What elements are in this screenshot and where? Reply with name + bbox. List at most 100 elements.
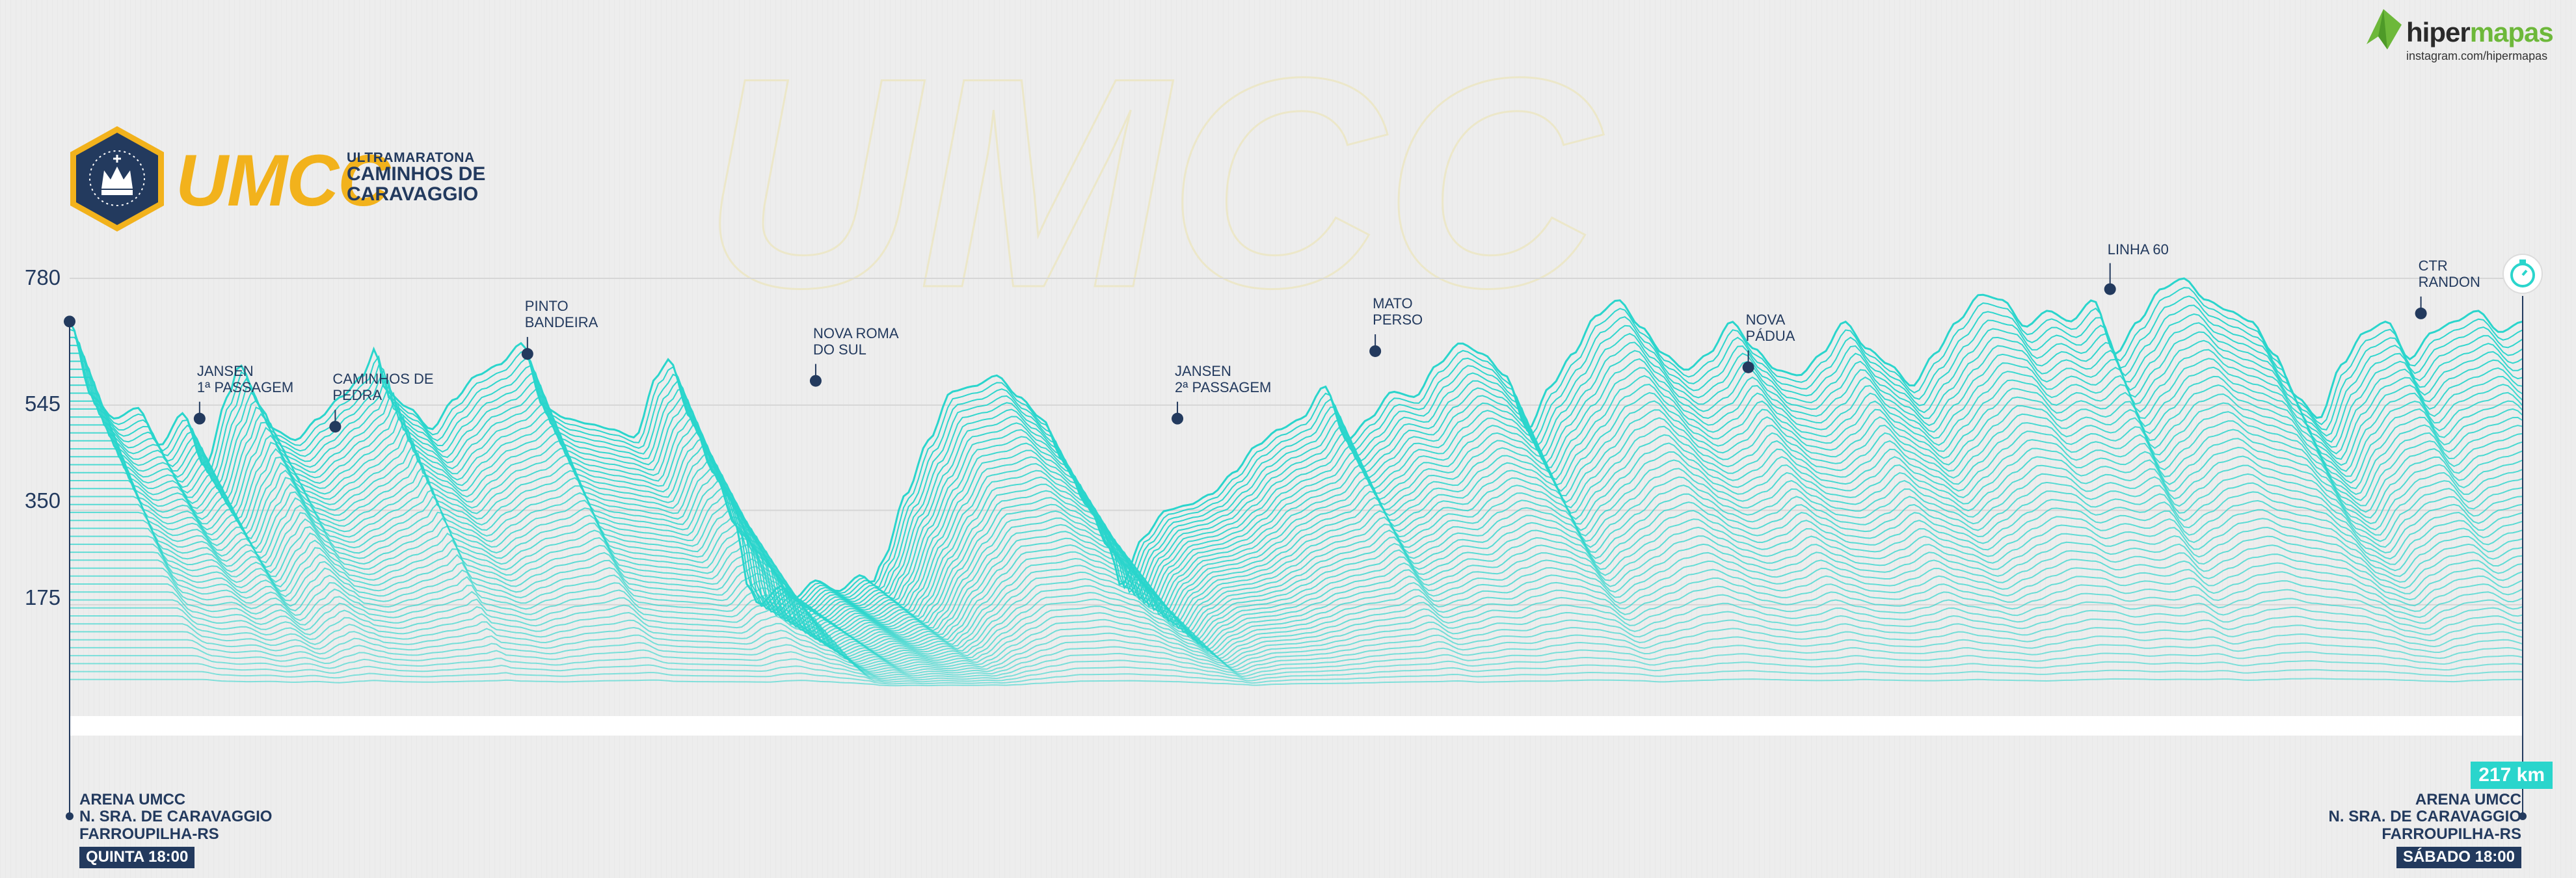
start-dot — [66, 812, 74, 820]
crown-hexagon-icon — [70, 126, 164, 232]
finish-line-2: N. SRA. DE CARAVAGGIO — [2328, 808, 2521, 826]
finish-line-3: FARROUPILHA-RS — [2381, 825, 2521, 843]
ridge-line — [70, 455, 2523, 641]
ridge-line — [70, 509, 2523, 652]
endpoint-markers — [64, 296, 2527, 820]
logo-subtitle: ULTRAMARATONA CAMINHOS DE CARAVAGGIO — [347, 151, 485, 205]
waypoint-marker[interactable] — [1172, 412, 1184, 425]
start-marker[interactable] — [64, 315, 75, 328]
hipermapas-word-b: mapas — [2469, 17, 2554, 47]
grid-lines — [70, 278, 2523, 605]
logo-line-1: ULTRAMARATONA — [347, 150, 475, 165]
y-tick-label: 780 — [25, 265, 61, 289]
ridge-line — [70, 642, 2523, 680]
baseline-bar — [70, 716, 2523, 736]
ridge-line — [70, 580, 2523, 667]
ridge-line — [70, 393, 2523, 628]
ridge-line — [70, 544, 2523, 659]
distance-badge: 217 km — [2471, 762, 2553, 789]
start-line-2: N. SRA. DE CARAVAGGIO — [79, 808, 273, 826]
waypoint-label-line: JANSEN — [1175, 362, 1231, 379]
y-tick-label: 175 — [25, 585, 61, 609]
waypoint-marker[interactable] — [329, 421, 342, 433]
waypoint-label-line: 2ª PASSAGEM — [1175, 379, 1272, 395]
elevation-profile-line — [68, 277, 2523, 605]
logo-line-3: CARAVAGGIO — [347, 183, 479, 205]
waypoint-label: MATO PERSO — [1373, 295, 1423, 328]
start-location: ARENA UMCC N. SRA. DE CARAVAGGIO FARROUP… — [79, 791, 273, 868]
ridge-line — [70, 571, 2523, 665]
waypoint-marker[interactable] — [2415, 307, 2427, 319]
ridge-line — [70, 482, 2523, 646]
waypoint-label-line: PÁDUA — [1745, 328, 1795, 345]
ridge-line — [70, 384, 2523, 628]
ridge-line — [70, 553, 2523, 661]
waypoint-label: LINHA 60 — [2108, 241, 2169, 258]
waypoint-marker[interactable] — [193, 412, 206, 425]
ridge-lines — [68, 277, 2523, 687]
waypoint-label-line: NOVA ROMA — [812, 325, 899, 341]
waypoint-marker[interactable] — [521, 348, 533, 360]
ridge-line — [70, 598, 2523, 671]
ridge-line — [70, 633, 2523, 678]
waypoint-marker[interactable] — [809, 375, 822, 387]
waypoint-label-line: PEDRA — [332, 387, 382, 404]
finish-location: ARENA UMCC N. SRA. DE CARAVAGGIO FARROUP… — [2328, 791, 2521, 868]
hipermapas-wordmark: hipermapas — [2406, 17, 2554, 48]
hipermapas-word-a: hiper — [2406, 17, 2471, 47]
ridge-line — [70, 615, 2523, 674]
ridge-line — [70, 473, 2523, 645]
ridge-line — [70, 331, 2523, 617]
ridge-line — [70, 402, 2523, 631]
waypoint-label: NOVA PÁDUA — [1746, 312, 1795, 345]
waypoint-label-line: MATO — [1373, 295, 1413, 312]
ridge-line — [70, 526, 2523, 656]
ridge-line — [70, 499, 2523, 650]
waypoint-label: JANSEN 1ª PASSAGEM — [197, 363, 293, 396]
start-line-1: ARENA UMCC — [79, 791, 186, 808]
ridge-line — [70, 589, 2523, 669]
ridge-line — [70, 606, 2523, 672]
ridge-line — [70, 358, 2523, 622]
ridge-line — [70, 349, 2523, 619]
map-pin-icon — [2367, 9, 2402, 49]
waypoint-label-line: NOVA — [1745, 311, 1786, 328]
waypoint-label: CAMINHOS DE PEDRA — [332, 371, 433, 404]
ridge-line — [70, 438, 2523, 637]
waypoint-marker[interactable] — [1369, 345, 1382, 357]
ridge-line — [70, 535, 2523, 658]
ridge-line — [70, 411, 2523, 633]
watermark-umcc: UMCC — [703, 16, 1603, 350]
finish-time-badge: SÁBADO 18:00 — [2396, 847, 2521, 868]
ridge-line — [70, 562, 2523, 663]
waypoint-label-line: DO SUL — [812, 341, 866, 358]
waypoint-marker[interactable] — [1742, 361, 1754, 373]
start-time-badge: QUINTA 18:00 — [79, 847, 195, 868]
ridge-line — [70, 429, 2523, 636]
waypoint-label-line: RANDON — [2418, 274, 2480, 291]
ridge-line — [70, 651, 2523, 682]
instagram-handle: instagram.com/hipermapas — [2406, 49, 2548, 62]
ridge-line — [70, 375, 2523, 625]
baseline-bar-rect — [70, 716, 2523, 736]
waypoint-label-line: CTR — [2418, 257, 2448, 274]
waypoint-label: JANSEN 2ª PASSAGEM — [1175, 363, 1271, 396]
ridge-line — [70, 339, 2523, 619]
waypoint-label-line: CAMINHOS DE — [332, 371, 434, 388]
waypoint-marker[interactable] — [2104, 283, 2116, 295]
waypoint-label: CTR RANDON — [2419, 258, 2480, 291]
logo-line-2: CAMINHOS DE — [347, 163, 486, 185]
waypoint-label: PINTO BANDEIRA — [525, 298, 598, 331]
hipermapas-logo[interactable]: hipermapas instagram.com/hipermapas — [2357, 8, 2554, 66]
finish-line-1: ARENA UMCC — [2415, 791, 2521, 808]
waypoint-label-line: BANDEIRA — [524, 314, 598, 331]
ridge-line — [70, 366, 2523, 624]
ridge-line — [70, 420, 2523, 634]
waypoint-label: NOVA ROMA DO SUL — [813, 325, 899, 358]
waypoint-label-line: 1ª PASSAGEM — [196, 379, 294, 395]
start-line-3: FARROUPILHA-RS — [79, 825, 219, 843]
ridge-line — [70, 624, 2523, 676]
waypoint-markers — [193, 263, 2427, 433]
